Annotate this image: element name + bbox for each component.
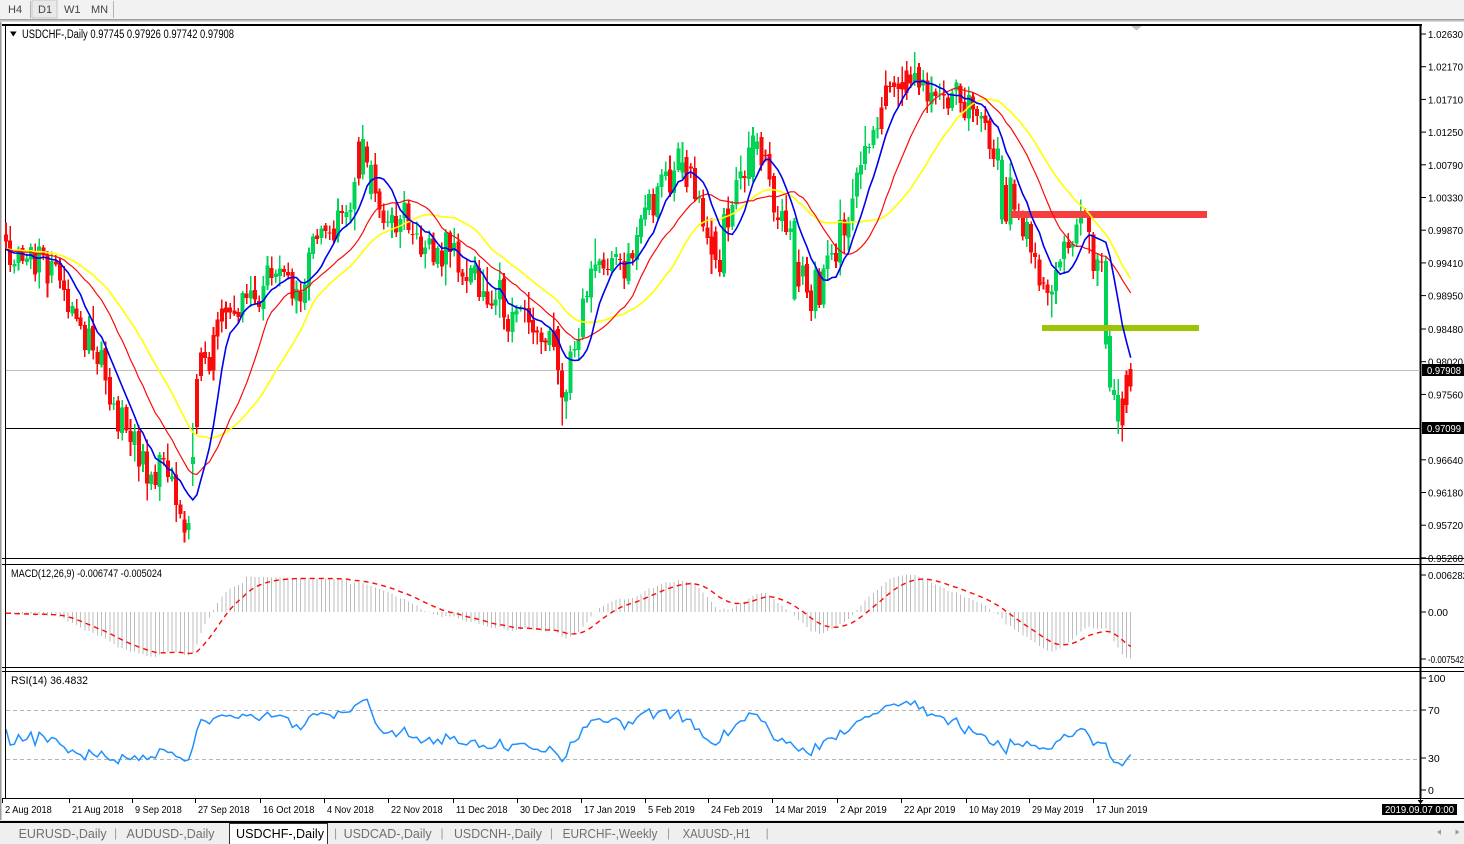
svg-text:2 Aug 2018: 2 Aug 2018 <box>5 804 52 816</box>
svg-text:70: 70 <box>1428 705 1440 717</box>
svg-text:0.97560: 0.97560 <box>1428 389 1463 401</box>
svg-text:USDCHF-,Daily 0.97745 0.97926: USDCHF-,Daily 0.97745 0.97926 0.97742 0.… <box>22 29 234 41</box>
svg-text:|: | <box>667 826 670 840</box>
svg-text:|: | <box>550 826 553 840</box>
svg-text:USDCNH-,Daily: USDCNH-,Daily <box>454 827 543 841</box>
svg-text:|: | <box>766 826 769 840</box>
svg-text:EURCHF-,Weekly: EURCHF-,Weekly <box>563 827 658 841</box>
svg-text:30: 30 <box>1428 753 1440 765</box>
svg-text:-0.007542: -0.007542 <box>1428 654 1464 666</box>
svg-text:RSI(14) 36.4832: RSI(14) 36.4832 <box>11 675 88 687</box>
svg-text:H4: H4 <box>8 4 22 16</box>
svg-text:11 Dec 2018: 11 Dec 2018 <box>456 804 508 816</box>
svg-text:14 Mar 2019: 14 Mar 2019 <box>775 804 827 816</box>
svg-text:16 Oct 2018: 16 Oct 2018 <box>263 804 315 816</box>
svg-text:22 Nov 2018: 22 Nov 2018 <box>391 804 443 816</box>
svg-text:0.95260: 0.95260 <box>1428 553 1463 565</box>
svg-text:0.98480: 0.98480 <box>1428 324 1463 336</box>
svg-text:17 Jan 2019: 17 Jan 2019 <box>584 804 636 816</box>
svg-text:AUDUSD-,Daily: AUDUSD-,Daily <box>127 827 216 841</box>
svg-text:USDCAD-,Daily: USDCAD-,Daily <box>344 827 433 841</box>
svg-text:MACD(12,26,9) -0.006747 -0.005: MACD(12,26,9) -0.006747 -0.005024 <box>11 568 162 580</box>
svg-text:1.02170: 1.02170 <box>1428 62 1463 74</box>
svg-text:10 May 2019: 10 May 2019 <box>969 804 1021 816</box>
svg-text:22 Apr 2019: 22 Apr 2019 <box>904 804 956 816</box>
svg-text:1.01710: 1.01710 <box>1428 94 1463 106</box>
svg-text:0.95720: 0.95720 <box>1428 520 1463 532</box>
svg-text:29 May 2019: 29 May 2019 <box>1032 804 1084 816</box>
svg-text:0.00: 0.00 <box>1428 607 1448 619</box>
svg-text:4 Nov 2018: 4 Nov 2018 <box>327 804 374 816</box>
svg-text:1.02630: 1.02630 <box>1428 29 1463 41</box>
svg-text:0.006282: 0.006282 <box>1428 570 1464 582</box>
svg-text:2019.09.07 0:00: 2019.09.07 0:00 <box>1385 804 1454 816</box>
svg-text:USDCHF-,Daily: USDCHF-,Daily <box>236 827 325 841</box>
svg-text:100: 100 <box>1428 673 1446 685</box>
svg-text:24 Feb 2019: 24 Feb 2019 <box>711 804 763 816</box>
svg-text:0.96180: 0.96180 <box>1428 488 1463 500</box>
svg-text:17 Jun 2019: 17 Jun 2019 <box>1096 804 1148 816</box>
svg-text:|: | <box>334 826 337 840</box>
svg-text:0.97908: 0.97908 <box>1427 365 1461 377</box>
svg-text:0.98950: 0.98950 <box>1428 291 1463 303</box>
svg-text:EURUSD-,Daily: EURUSD-,Daily <box>19 827 108 841</box>
svg-text:D1: D1 <box>38 4 52 16</box>
svg-text:1.00330: 1.00330 <box>1428 193 1463 205</box>
svg-text:1.00790: 1.00790 <box>1428 160 1463 172</box>
svg-text:5 Feb 2019: 5 Feb 2019 <box>648 804 695 816</box>
svg-text:1.01250: 1.01250 <box>1428 127 1463 139</box>
svg-text:|: | <box>440 826 443 840</box>
svg-text:0.96640: 0.96640 <box>1428 455 1463 467</box>
svg-text:|: | <box>114 826 117 840</box>
svg-text:27 Sep 2018: 27 Sep 2018 <box>198 804 250 816</box>
svg-text:0: 0 <box>1428 785 1434 797</box>
svg-text:MN: MN <box>91 4 108 16</box>
svg-text:0.99410: 0.99410 <box>1428 258 1463 270</box>
svg-text:21 Aug 2018: 21 Aug 2018 <box>72 804 124 816</box>
svg-text:2 Apr 2019: 2 Apr 2019 <box>840 804 887 816</box>
svg-text:30 Dec 2018: 30 Dec 2018 <box>520 804 572 816</box>
svg-text:W1: W1 <box>64 4 81 16</box>
svg-text:0.99870: 0.99870 <box>1428 225 1463 237</box>
svg-text:XAUUSD-,H1: XAUUSD-,H1 <box>683 827 751 841</box>
svg-text:9 Sep 2018: 9 Sep 2018 <box>135 804 182 816</box>
svg-text:0.97099: 0.97099 <box>1427 423 1461 435</box>
